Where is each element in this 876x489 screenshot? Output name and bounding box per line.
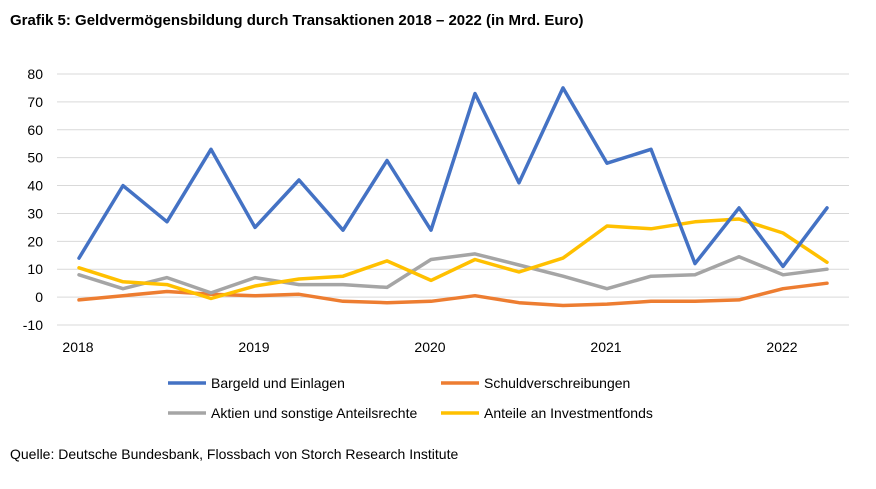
- series-line-0: [77, 86, 829, 269]
- y-tick-label: 40: [27, 178, 43, 194]
- gridlines: [57, 73, 849, 326]
- series-lines: [77, 86, 829, 308]
- x-tick-label: 2019: [238, 339, 269, 355]
- legend: Bargeld und Einlagen Schuldverschreibunge…: [168, 375, 653, 421]
- y-tick-label: 10: [27, 261, 43, 277]
- x-axis-ticks: 2018 2019 2020 2021 2022: [62, 339, 797, 355]
- y-tick-label: 60: [27, 122, 43, 138]
- series-line-1: [77, 281, 829, 308]
- legend-label-3: Anteile an Investmentfonds: [484, 405, 653, 421]
- source-note: Quelle: Deutsche Bundesbank, Flossbach v…: [10, 446, 459, 462]
- y-tick-label: 20: [27, 233, 43, 249]
- series-line-3: [77, 217, 829, 301]
- chart-title: Grafik 5: Geldvermögensbildung durch Tra…: [10, 12, 584, 29]
- y-tick-label: 50: [27, 150, 43, 166]
- legend-label-1: Schuldverschreibungen: [484, 375, 630, 391]
- x-tick-label: 2021: [590, 339, 621, 355]
- y-tick-label: 70: [27, 94, 43, 110]
- y-tick-label: 0: [35, 289, 43, 305]
- series-line-2: [77, 252, 829, 295]
- legend-label-0: Bargeld und Einlagen: [211, 375, 345, 391]
- y-tick-label: 30: [27, 205, 43, 221]
- x-tick-label: 2018: [62, 339, 93, 355]
- y-tick-label: -10: [23, 317, 43, 333]
- legend-label-2: Aktien und sonstige Anteilsrechte: [211, 405, 417, 421]
- x-tick-label: 2022: [766, 339, 797, 355]
- x-tick-label: 2020: [414, 339, 445, 355]
- y-tick-label: 80: [27, 66, 43, 82]
- y-axis-ticks: -10 0 10 20 30 40 50 60 70 80: [23, 66, 43, 333]
